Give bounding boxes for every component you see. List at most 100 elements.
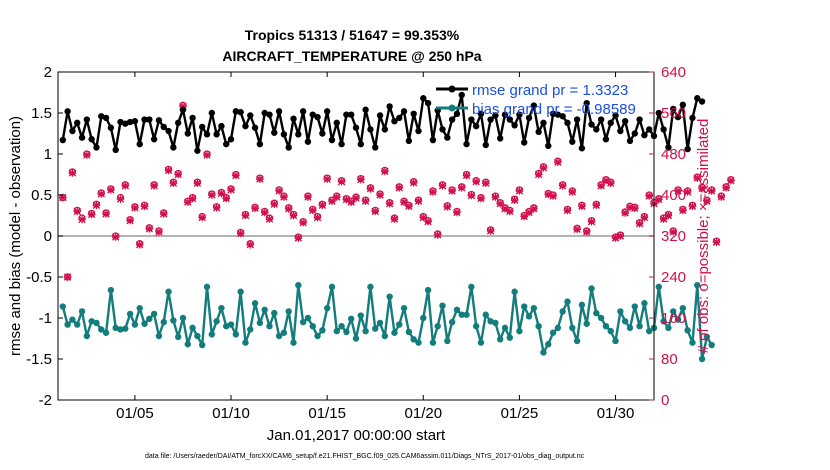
obs-assimilated-point — [227, 186, 235, 194]
obs-assimilated-point — [448, 187, 456, 195]
bias-point — [684, 327, 691, 334]
obs-assimilated-point — [722, 184, 730, 192]
bias-point — [468, 283, 475, 291]
rmse-point — [405, 137, 413, 145]
obs-assimilated-point — [467, 191, 476, 200]
obs-assimilated-point — [299, 218, 307, 227]
obs-assimilated-point — [164, 166, 173, 175]
obs-assimilated-point — [453, 208, 461, 217]
obs-assimilated-point — [140, 202, 149, 211]
obs-assimilated-point — [332, 193, 341, 201]
obs-assimilated-point — [145, 225, 154, 233]
rmse-point — [93, 144, 100, 151]
bias-point — [578, 301, 586, 309]
x-tick-label: 01/30 — [597, 405, 635, 422]
rmse-point — [136, 140, 143, 148]
bias-point — [641, 300, 648, 307]
rmse-point — [506, 116, 514, 123]
rmse-point — [367, 126, 374, 133]
obs-assimilated-point — [155, 228, 163, 236]
bias-point — [453, 306, 461, 313]
bias-point — [223, 323, 230, 330]
bias-point — [444, 337, 451, 345]
obs-assimilated-point — [486, 227, 495, 235]
rmse-point — [501, 111, 509, 118]
bias-point — [420, 314, 427, 322]
rmse-point — [487, 116, 494, 123]
rmse-point — [256, 140, 264, 148]
bias-point — [174, 333, 182, 341]
bias-point — [554, 324, 562, 332]
x-axis-label: Jan.01,2017 00:00:00 start — [267, 427, 446, 444]
obs-assimilated-point — [703, 197, 711, 205]
bias-point — [266, 323, 273, 330]
right-tick-label: 0 — [661, 392, 669, 409]
obs-assimilated-point — [63, 273, 72, 281]
obs-assimilated-point — [198, 213, 206, 222]
bias-point — [612, 337, 619, 345]
bias-point — [458, 311, 465, 318]
bias-point — [352, 335, 360, 342]
bias-point — [617, 308, 624, 315]
rmse-point — [261, 109, 268, 117]
bias-point — [184, 341, 191, 348]
bias-point — [386, 293, 393, 300]
rmse-point — [381, 126, 389, 133]
bias-point — [708, 341, 715, 349]
obs-assimilated-point — [246, 240, 255, 249]
rmse-point — [285, 144, 292, 151]
rmse-point — [203, 131, 211, 138]
rmse-point — [660, 126, 667, 133]
bias-point — [602, 323, 610, 330]
bias-point — [304, 314, 312, 322]
bias-point — [251, 300, 259, 307]
obs-assimilated-point — [630, 204, 639, 213]
obs-assimilated-point — [587, 217, 596, 226]
bias-point — [636, 323, 643, 330]
obs-assimilated-point — [664, 211, 673, 220]
obs-assimilated-point — [659, 215, 668, 223]
rmse-point — [213, 131, 220, 138]
rmse-point — [578, 145, 586, 152]
rmse-point — [194, 147, 201, 154]
obs-assimilated-point — [573, 225, 581, 234]
obs-assimilated-point — [727, 176, 735, 185]
rmse-point — [453, 110, 461, 118]
bias-point — [396, 321, 403, 328]
rmse-point — [141, 116, 148, 123]
rmse-point — [516, 111, 523, 118]
rmse-point — [597, 116, 605, 123]
left-tick-label: -0.5 — [26, 269, 52, 286]
rmse-point — [74, 119, 81, 127]
bias-point — [74, 321, 81, 328]
bias-point — [665, 324, 672, 332]
rmse-point — [372, 144, 379, 151]
rmse-point — [679, 101, 687, 109]
bias-point — [660, 318, 667, 325]
bias-point — [160, 318, 167, 326]
obs-assimilated-point — [107, 186, 115, 194]
bias-point — [237, 288, 244, 295]
obs-assimilated-point — [472, 177, 480, 186]
obs-assimilated-point — [481, 179, 490, 188]
bias-point — [621, 318, 629, 325]
obs-assimilated-point — [506, 207, 514, 216]
bias-point — [679, 304, 687, 312]
rmse-point — [117, 118, 124, 126]
obs-assimilated-point — [337, 177, 346, 186]
bias-point — [487, 318, 494, 325]
rmse-point — [333, 119, 340, 127]
obs-assimilated-point — [433, 231, 442, 239]
right-tick-label: 400 — [661, 187, 686, 204]
obs-assimilated-point — [111, 233, 120, 241]
obs-assimilated-point — [635, 219, 644, 228]
left-axis-ticks: -2 -1.5 -1 -0.5 0 0.5 1 1.5 2 — [26, 64, 63, 409]
bias-point — [328, 283, 336, 291]
rmse-point — [429, 136, 437, 144]
bias-point — [564, 298, 571, 305]
rmse-point — [112, 146, 119, 154]
obs-assimilated-point — [558, 181, 567, 190]
left-tick-label: 0.5 — [31, 187, 52, 204]
bias-point — [506, 334, 514, 341]
bias-point — [391, 329, 398, 336]
